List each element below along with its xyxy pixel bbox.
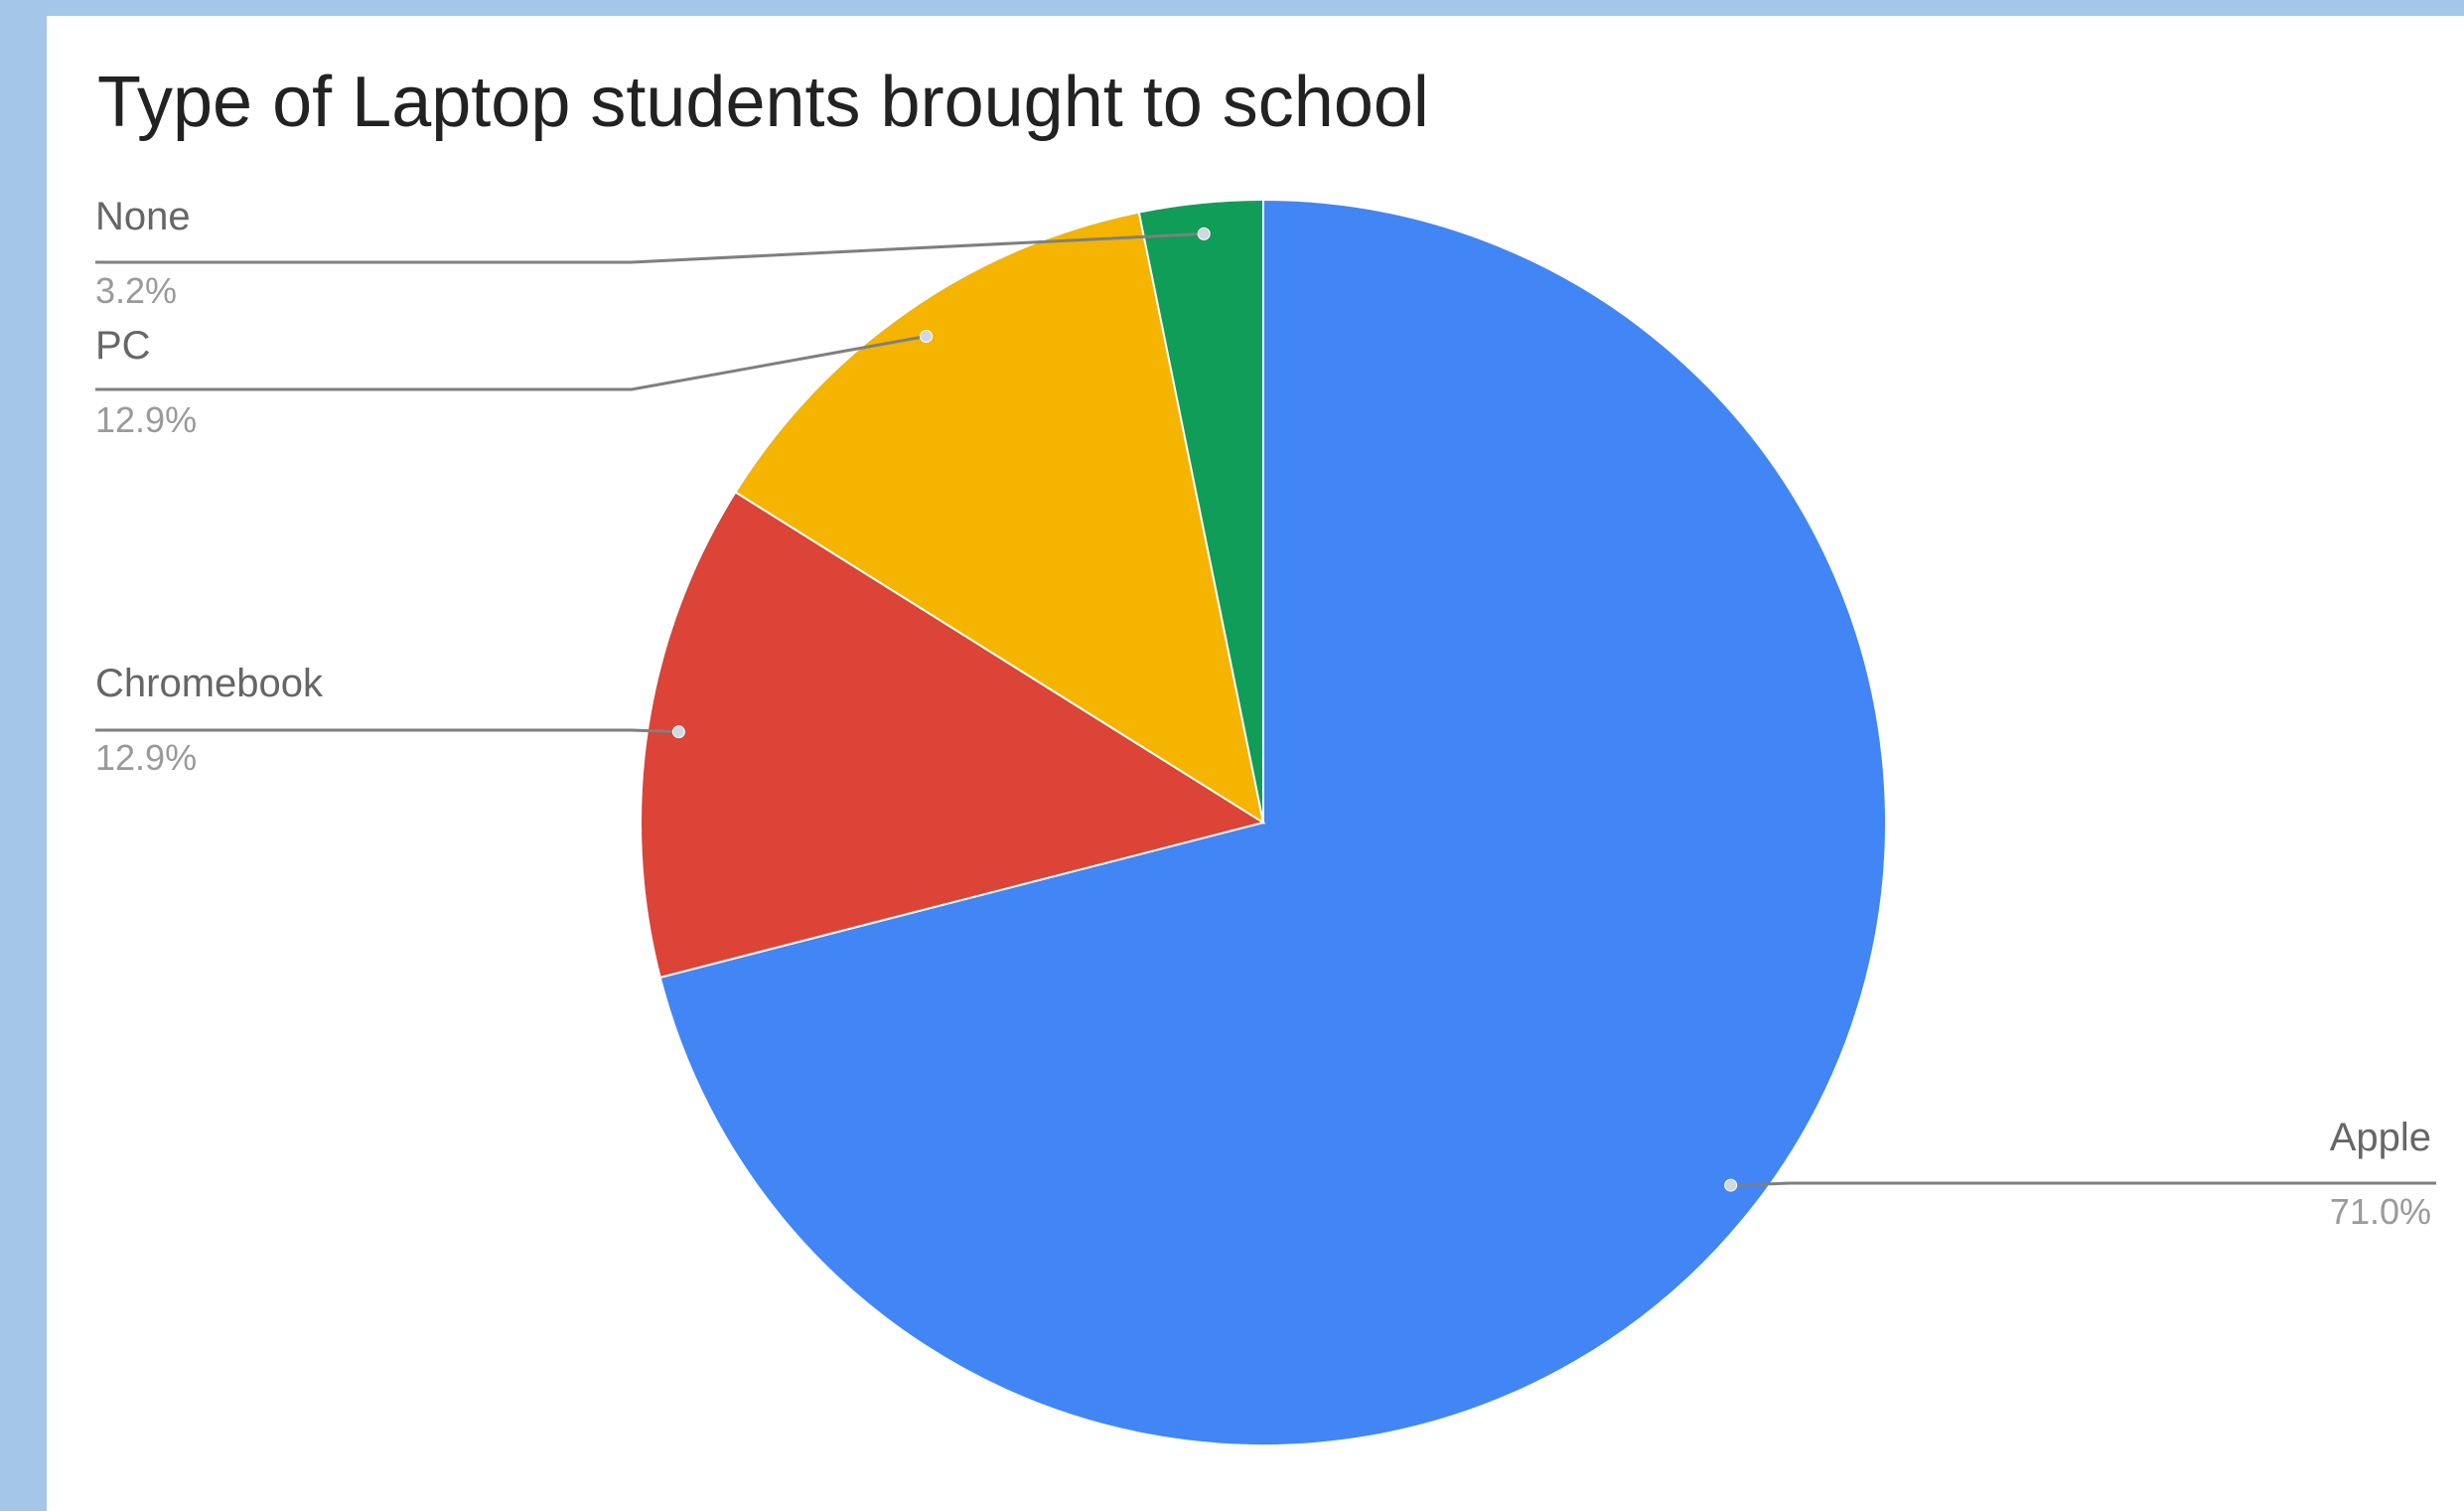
pie-slice-chromebook (640, 490, 1266, 980)
slice-percent-chromebook: 12.9% (95, 737, 197, 778)
pie-slice-pc (734, 211, 1265, 826)
pie-slice-none (1137, 198, 1264, 824)
leader-line-none (95, 231, 1205, 264)
slice-percent-none: 3.2% (95, 270, 177, 311)
pie-slices (640, 198, 1887, 1446)
slice-label-pc: PC (95, 324, 151, 368)
slice-label-chromebook: Chromebook (95, 662, 324, 705)
leader-lines (95, 227, 2436, 1192)
slice-percent-pc: 12.9% (95, 399, 197, 440)
leader-line-pc (95, 335, 927, 391)
slice-label-none: None (95, 195, 191, 238)
leader-line-chromebook (95, 728, 679, 734)
leader-line-apple (1730, 1181, 2436, 1187)
leader-anchor-none (1197, 227, 1211, 240)
slice-labels: Apple 71.0% Chromebook 12.9% PC 12.9% None 3.2% (95, 195, 2431, 1232)
leader-anchor-apple (1724, 1178, 1738, 1192)
slice-percent-apple: 71.0% (2330, 1191, 2431, 1232)
chart-title: Type of Laptop students brought to schoo… (97, 63, 1429, 142)
leader-anchor-chromebook (671, 725, 685, 739)
pie-slice-apple (658, 198, 1887, 1446)
slice-label-apple: Apple (2330, 1116, 2431, 1159)
leader-anchor-pc (920, 330, 934, 344)
